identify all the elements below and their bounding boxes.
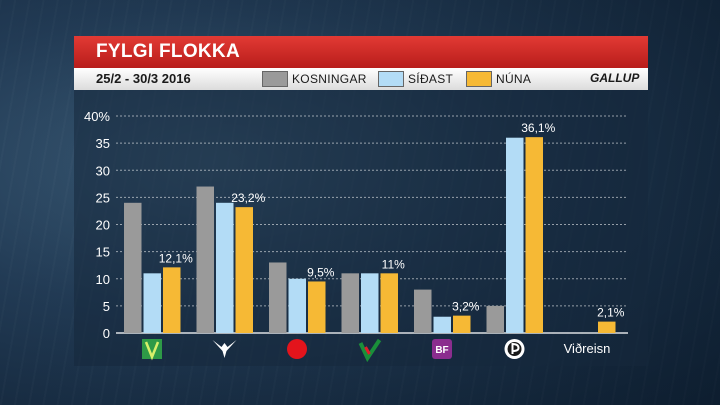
- y-tick-label: 40%: [84, 109, 110, 124]
- y-tick-label: 10: [96, 272, 110, 287]
- bar-kosningar: [341, 273, 359, 333]
- y-tick-label: 20: [96, 218, 110, 233]
- data-label: 36,1%: [521, 121, 555, 135]
- data-label: 12,1%: [159, 251, 193, 265]
- y-tick-label: 5: [103, 299, 110, 314]
- gallup-logo: GALLUP: [590, 71, 640, 85]
- data-label: 11%: [382, 257, 405, 271]
- bar-síðast: [288, 278, 306, 333]
- data-label: 3,2%: [452, 300, 480, 314]
- y-tick-label: 35: [96, 136, 110, 151]
- legend-label-kosningar: KOSNINGAR: [292, 72, 367, 86]
- bar-núna: [308, 281, 326, 333]
- bar-núna: [163, 267, 181, 333]
- y-tick-label: 0: [103, 326, 110, 341]
- date-range: 25/2 - 30/3 2016: [96, 71, 191, 86]
- bf-logo-icon: [432, 339, 452, 359]
- bar-kosningar: [124, 202, 142, 333]
- y-tick-label: 30: [96, 163, 110, 178]
- legend-swatch-kosningar: [262, 71, 288, 87]
- bar-kosningar: [196, 186, 214, 333]
- legend-swatch-sidast: [378, 71, 404, 87]
- pirate-logo-icon: [511, 342, 520, 354]
- title-bar: [74, 36, 648, 68]
- chart-title: FYLGI FLOKKA: [96, 41, 240, 62]
- bar-núna: [525, 137, 543, 333]
- data-label: 9,5%: [307, 265, 335, 279]
- bar-síðast: [216, 202, 234, 333]
- subtitle-bar: [74, 68, 648, 90]
- y-tick-label: 15: [96, 245, 110, 260]
- bar-síðast: [506, 137, 524, 333]
- y-tick-label: 25: [96, 190, 110, 205]
- bar-kosningar: [414, 289, 432, 333]
- bar-núna: [380, 273, 398, 333]
- check-logo-icon: [364, 346, 371, 355]
- green-v-logo-icon: [144, 341, 160, 361]
- legend-swatch-nuna: [466, 71, 492, 87]
- bar-síðast: [361, 273, 379, 333]
- bf-logo-label: BF: [435, 345, 448, 356]
- data-label: 23,2%: [231, 191, 265, 205]
- legend-label-sidast: SÍÐAST: [408, 72, 454, 86]
- legend-label-nuna: NÚNA: [496, 72, 532, 86]
- bar-núna: [453, 315, 471, 333]
- data-label: 2,1%: [597, 306, 625, 320]
- bar-síðast: [433, 316, 451, 333]
- red-dot-logo-icon: [287, 339, 307, 359]
- bar-núna: [598, 321, 616, 333]
- check-logo-icon: [358, 338, 382, 363]
- bar-síðast: [143, 273, 161, 333]
- category-label-vidreisn: Viðreisn: [564, 341, 611, 356]
- bird-logo-icon: [212, 340, 237, 358]
- bar-kosningar: [486, 305, 504, 333]
- bar-núna: [235, 207, 253, 333]
- bar-kosningar: [269, 262, 287, 333]
